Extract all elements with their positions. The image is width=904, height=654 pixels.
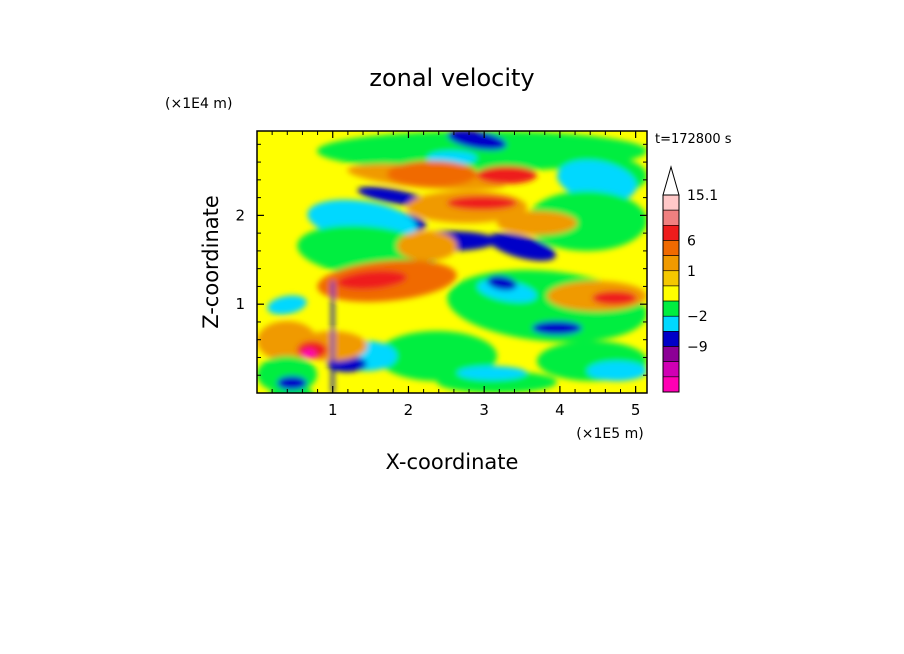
- colorbar-level: [662, 376, 680, 393]
- colorbar-frame: [662, 194, 680, 393]
- y-axis: 12: [235, 143, 647, 376]
- field-region: [447, 131, 507, 151]
- field-region: [487, 275, 517, 291]
- x-unit-label: (×1E5 m): [576, 426, 643, 442]
- x-tick-label: 1: [328, 401, 338, 419]
- field-region: [497, 211, 577, 235]
- colorbar-level: [662, 270, 680, 287]
- field-region: [592, 291, 637, 305]
- colorbar-level: [662, 331, 680, 347]
- field-region: [271, 381, 313, 393]
- colorbar-level: [662, 346, 680, 362]
- field-region: [587, 361, 647, 381]
- field-region: [387, 161, 477, 187]
- time-label: t=172800 s: [655, 132, 732, 147]
- colorbar-level: [662, 285, 680, 302]
- field-region: [512, 239, 552, 259]
- chart-title: zonal velocity: [369, 64, 534, 92]
- colorbar-level: [662, 315, 680, 332]
- field-region: [357, 186, 427, 206]
- colorbar-tick-label: −9: [687, 340, 708, 356]
- colorbar-level: [662, 209, 680, 226]
- colorbar-level: [662, 240, 680, 256]
- y-tick-label: 1: [235, 295, 245, 313]
- velocity-field: [257, 131, 647, 521]
- y-unit-label: (×1E4 m): [165, 96, 232, 112]
- colorbar-tick-label: 15.1: [687, 188, 718, 204]
- field-region: [337, 270, 407, 290]
- colorbar-level: [662, 361, 680, 378]
- colorbar-extend-arrow: [662, 165, 680, 196]
- field-region: [317, 131, 647, 171]
- x-tick-label: 5: [631, 401, 641, 419]
- field-region: [397, 231, 457, 261]
- colorbar-level: [662, 225, 680, 241]
- field-region: [257, 436, 307, 464]
- field-region: [277, 376, 307, 390]
- field-region: [302, 349, 316, 359]
- field-region: [296, 473, 388, 510]
- field-region: [267, 295, 307, 315]
- field-region: [457, 366, 527, 380]
- plot-area: [257, 131, 647, 521]
- colorbar-level: [662, 300, 680, 317]
- field-region: [527, 191, 647, 251]
- colorbar-tick-label: 6: [687, 233, 696, 249]
- colorbar-level: [662, 194, 680, 211]
- colorbar-tick-label: −2: [687, 309, 708, 325]
- x-axis: 1 2 3 4 5: [271, 131, 641, 419]
- field-region: [447, 196, 517, 210]
- plot-frame: [256, 130, 648, 394]
- x-tick-label: 3: [479, 401, 489, 419]
- colorbar-level: [662, 255, 680, 272]
- field-region: [532, 321, 582, 335]
- x-tick-label: 4: [555, 401, 565, 419]
- y-tick-label: 2: [235, 206, 245, 224]
- colorbar: 15.1 6 1 −2 −9: [662, 165, 718, 393]
- y-axis-label: Z-coordinate: [199, 195, 223, 329]
- colorbar-tick-label: 1: [687, 264, 696, 280]
- x-axis-label: X-coordinate: [386, 450, 519, 474]
- field-region: [477, 166, 537, 184]
- x-tick-label: 2: [404, 401, 414, 419]
- field-region: [267, 471, 387, 521]
- field-region: [331, 281, 335, 393]
